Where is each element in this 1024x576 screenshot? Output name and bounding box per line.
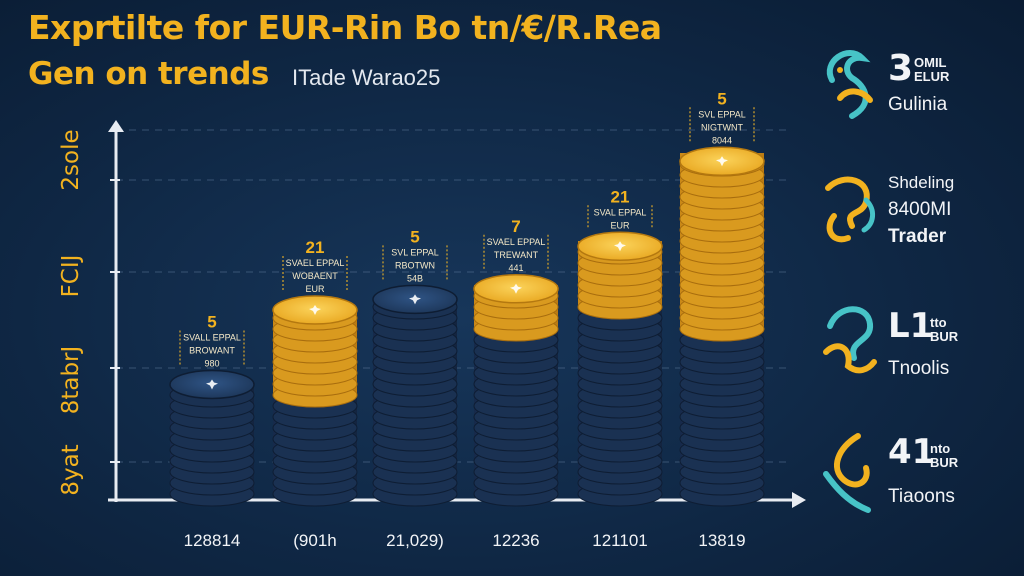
data-label: SVAEL EPPAL [286, 258, 345, 268]
legend-item-tiaoons: 41 nto BUR Tiaoons [818, 428, 1018, 518]
x-tick-label: 13819 [698, 531, 745, 550]
x-axis-arrow [792, 492, 806, 508]
data-label: 980 [204, 358, 219, 368]
data-label: BROWANT [189, 345, 235, 355]
data-label: NIGTWNT [701, 122, 743, 132]
y-tick-label: 2sole [58, 129, 84, 190]
data-label: TREWANT [494, 250, 539, 260]
data-label: 21 [306, 238, 325, 257]
coin-sparkle [309, 305, 321, 316]
data-label: SVL EPPAL [698, 109, 746, 119]
data-label: 441 [508, 263, 523, 273]
bar-coin-stack [679, 146, 765, 507]
legend-name: Tnoolis [888, 358, 950, 379]
data-label: WOBAENT [292, 271, 338, 281]
annotation-bracket [483, 234, 549, 271]
legend-value: L1 [888, 306, 934, 346]
data-label: SVAEL EPPAL [487, 237, 546, 247]
legend-value: 3 [888, 48, 914, 89]
data-label: SVAL EPPAL [594, 207, 647, 217]
legend-name: Gulinia [888, 94, 948, 115]
swirl-icon [825, 176, 875, 243]
data-label: 5 [410, 227, 419, 246]
data-label: RBOTWN [395, 260, 435, 270]
data-label: 8044 [712, 135, 732, 145]
data-label: 21 [611, 187, 630, 206]
coin-sparkle [206, 379, 218, 390]
swirl-icon [823, 433, 871, 513]
annotation-bracket [179, 330, 245, 367]
chart-title-line2: Gen on trends [28, 56, 269, 92]
legend-name: Tiaoons [888, 486, 955, 507]
legend-caption: Shdeling [888, 173, 955, 192]
x-tick-label: 121101 [592, 531, 647, 550]
bar-coin-stack [473, 274, 559, 507]
legend-unit-2: BUR [930, 329, 959, 344]
legend-unit-1: tto [930, 315, 947, 330]
x-tick-label: 21,029) [386, 531, 444, 550]
legend-value: 8400MI [888, 199, 952, 220]
coin-sparkle [716, 156, 728, 167]
legend-unit-1: nto [930, 441, 951, 456]
y-tick-label: 8yat [58, 444, 84, 495]
y-axis-arrow [108, 120, 124, 132]
bar-coin-stack [577, 231, 663, 507]
annotation-bracket [282, 256, 348, 293]
legend-item-gulinia: 3 OMIL ELUR Gulinia [818, 40, 1018, 130]
legend-unit-2: BUR [930, 455, 959, 470]
legend-value: 41 [888, 432, 936, 472]
coin-sparkle [409, 294, 421, 305]
bar-coin-stack [169, 369, 255, 507]
data-label: SVALL EPPAL [183, 332, 241, 342]
data-label: 5 [207, 312, 216, 331]
x-tick-label: (901h [293, 531, 336, 550]
y-tick-label: 8tabrJ [58, 346, 84, 415]
coin-sparkle [614, 241, 626, 252]
data-label: 54B [407, 273, 423, 283]
x-tick-label: 12236 [492, 531, 539, 550]
y-tick-label: FCIJ [58, 255, 84, 298]
coin-sparkle [510, 283, 522, 294]
chart-title-line1: Exprtilte for EUR-Rin Bo tn/€/R.Rea [28, 8, 662, 47]
x-tick-label: 128814 [184, 531, 241, 550]
data-label: EUR [610, 220, 630, 230]
swirl-icon [826, 50, 873, 119]
legend-unit-1: OMIL [914, 55, 947, 70]
legend-name: Trader [888, 226, 947, 247]
annotation-bracket [689, 107, 755, 144]
data-label: EUR [305, 284, 325, 294]
bar-coin-stack [272, 295, 358, 507]
data-label: 7 [511, 217, 520, 236]
legend-item-trader: Shdeling 8400MI Trader [818, 166, 1018, 256]
chart-subtitle: ITade Warao25 [292, 65, 441, 90]
swirl-icon [823, 306, 877, 374]
legend-item-tnoolis: L1 tto BUR Tnoolis [818, 296, 1018, 386]
data-label: 5 [717, 89, 726, 108]
bar-coin-stack [372, 284, 458, 507]
data-label: SVL EPPAL [391, 247, 439, 257]
legend-unit-2: ELUR [914, 69, 950, 84]
